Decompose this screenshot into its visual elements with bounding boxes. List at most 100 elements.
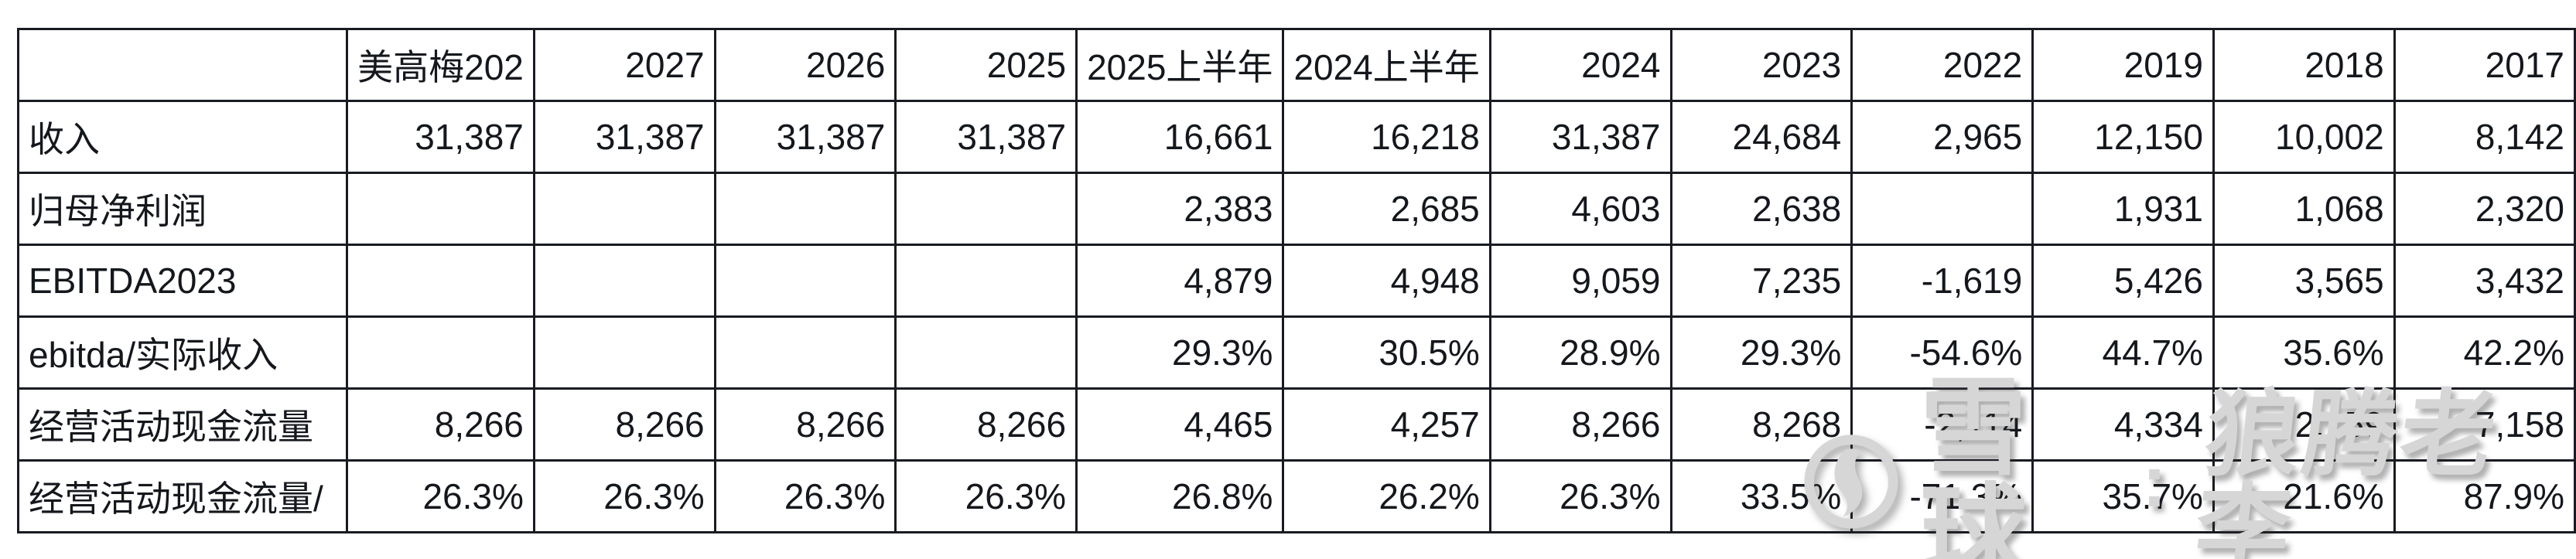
table-cell: 4,334: [2031, 387, 2215, 462]
table-cell: -54.6%: [1850, 315, 2034, 390]
table-cell: [1850, 172, 2034, 246]
column-header: 2024: [1488, 28, 1672, 102]
table-cell: 26.2%: [1282, 459, 1491, 533]
table-cell: [713, 315, 897, 390]
table-cell: 5,426: [2031, 244, 2215, 318]
table-cell: -71.3%: [1850, 459, 2034, 533]
table-cell: [894, 244, 1078, 318]
table-row: EBITDA2023 4,879 4,948 9,059 7,235 -1,619 5,42…: [16, 244, 2576, 318]
table-cell: 9,059: [1488, 244, 1672, 318]
table-cell: 3,432: [2393, 244, 2576, 318]
table-cell: 10,002: [2212, 100, 2396, 174]
row-label: 经营活动现金流量/: [16, 459, 349, 533]
table-cell: 1,068: [2212, 172, 2396, 246]
table-cell: [346, 315, 535, 390]
table-cell: 8,268: [1669, 387, 1853, 462]
table-cell: 1,931: [2031, 172, 2215, 246]
table-row: 收入 31,387 31,387 31,387 31,387 16,661 16,218 31…: [16, 100, 2576, 174]
table-cell: 4,257: [1282, 387, 1491, 462]
table-cell: [894, 172, 1078, 246]
table-cell: 30.5%: [1282, 315, 1491, 390]
table-cell: 26.3%: [1488, 459, 1672, 533]
table-cell: 16,218: [1282, 100, 1491, 174]
table-cell: 26.3%: [532, 459, 716, 533]
table-cell: 31,387: [346, 100, 535, 174]
table-cell: 4,465: [1075, 387, 1285, 462]
financial-table-sheet: 美高梅202 2027 2026 2025 2025上半年 2024上半年 2024 2023…: [16, 28, 2576, 533]
table-cell: 31,387: [894, 100, 1078, 174]
table-cell: 8,266: [894, 387, 1078, 462]
table-cell: 8,266: [713, 387, 897, 462]
table-cell: [346, 172, 535, 246]
table-cell: 2,383: [1075, 172, 1285, 246]
table-cell: 33.5%: [1669, 459, 1853, 533]
table-header: 美高梅202 2027 2026 2025 2025上半年 2024上半年 2024 2023…: [16, 28, 2576, 102]
financial-table: 美高梅202 2027 2026 2025 2025上半年 2024上半年 2024 2023…: [16, 28, 2576, 533]
table-cell: 2,965: [1850, 100, 2034, 174]
table-cell: 3,565: [2212, 244, 2396, 318]
table-row: 归母净利润 2,383 2,685 4,603 2,638 1,931 1,068 2,320: [16, 172, 2576, 246]
table-cell: 35.6%: [2212, 315, 2396, 390]
table-cell: [346, 244, 535, 318]
table-body: 收入 31,387 31,387 31,387 31,387 16,661 16,218 31…: [16, 100, 2576, 533]
table-cell: [894, 315, 1078, 390]
table-cell: 31,387: [713, 100, 897, 174]
row-label: 经营活动现金流量: [16, 387, 349, 462]
table-cell: 29.3%: [1669, 315, 1853, 390]
table-cell: 8,266: [346, 387, 535, 462]
column-header: 美高梅202: [346, 28, 535, 102]
table-cell: 16,661: [1075, 100, 1285, 174]
table-row: 经营活动现金流量 8,266 8,266 8,266 8,266 4,465 4,257 8,…: [16, 387, 2576, 462]
table-cell: 4,879: [1075, 244, 1285, 318]
table-cell: 44.7%: [2031, 315, 2215, 390]
header-row: 美高梅202 2027 2026 2025 2025上半年 2024上半年 2024 2023…: [16, 28, 2576, 102]
table-row: 经营活动现金流量/26.3% 26.3% 26.3% 26.3% 26.8% 26.2% 2…: [16, 459, 2576, 533]
column-header: 2023: [1669, 28, 1853, 102]
table-cell: 26.3%: [894, 459, 1078, 533]
table-cell: 8,142: [2393, 100, 2576, 174]
table-cell: 2,685: [1282, 172, 1491, 246]
row-label: ebitda/实际收入: [16, 315, 349, 390]
row-label: 收入: [16, 100, 349, 174]
table-cell: [532, 172, 716, 246]
row-label: 归母净利润: [16, 172, 349, 246]
table-cell: [532, 244, 716, 318]
column-header: 2017: [2393, 28, 2576, 102]
table-cell: 8,266: [532, 387, 716, 462]
table-cell: 7,158: [2393, 387, 2576, 462]
column-header: 2024上半年: [1282, 28, 1491, 102]
column-header: 2026: [713, 28, 897, 102]
table-cell: [713, 244, 897, 318]
table-cell: -1,619: [1850, 244, 2034, 318]
table-cell: 12,150: [2031, 100, 2215, 174]
table-row: ebitda/实际收入 29.3% 30.5% 28.9% 29.3% -54.6% 44.…: [16, 315, 2576, 390]
table-cell: 26.8%: [1075, 459, 1285, 533]
table-cell: 35.7%: [2031, 459, 2215, 533]
table-cell: 8,266: [1488, 387, 1672, 462]
table-cell: 31,387: [1488, 100, 1672, 174]
column-header: 2019: [2031, 28, 2215, 102]
table-cell: 2,159: [2212, 387, 2396, 462]
column-header: 2025上半年: [1075, 28, 1285, 102]
table-cell: 28.9%: [1488, 315, 1672, 390]
table-cell: 26.3%: [346, 459, 535, 533]
table-cell: 4,948: [1282, 244, 1491, 318]
table-cell: 4,603: [1488, 172, 1672, 246]
table-cell: 31,387: [532, 100, 716, 174]
table-cell: 42.2%: [2393, 315, 2576, 390]
table-cell: 21.6%: [2212, 459, 2396, 533]
table-cell: 2,638: [1669, 172, 1853, 246]
column-header: 2022: [1850, 28, 2034, 102]
table-cell: 29.3%: [1075, 315, 1285, 390]
table-cell: 2,320: [2393, 172, 2576, 246]
table-cell: 24,684: [1669, 100, 1853, 174]
table-cell: [713, 172, 897, 246]
table-cell: 87.9%: [2393, 459, 2576, 533]
table-cell: [532, 315, 716, 390]
table-cell: 7,235: [1669, 244, 1853, 318]
table-cell: -2,114: [1850, 387, 2034, 462]
corner-cell: [16, 28, 349, 102]
column-header: 2018: [2212, 28, 2396, 102]
row-label: EBITDA2023: [16, 244, 349, 318]
column-header: 2027: [532, 28, 716, 102]
